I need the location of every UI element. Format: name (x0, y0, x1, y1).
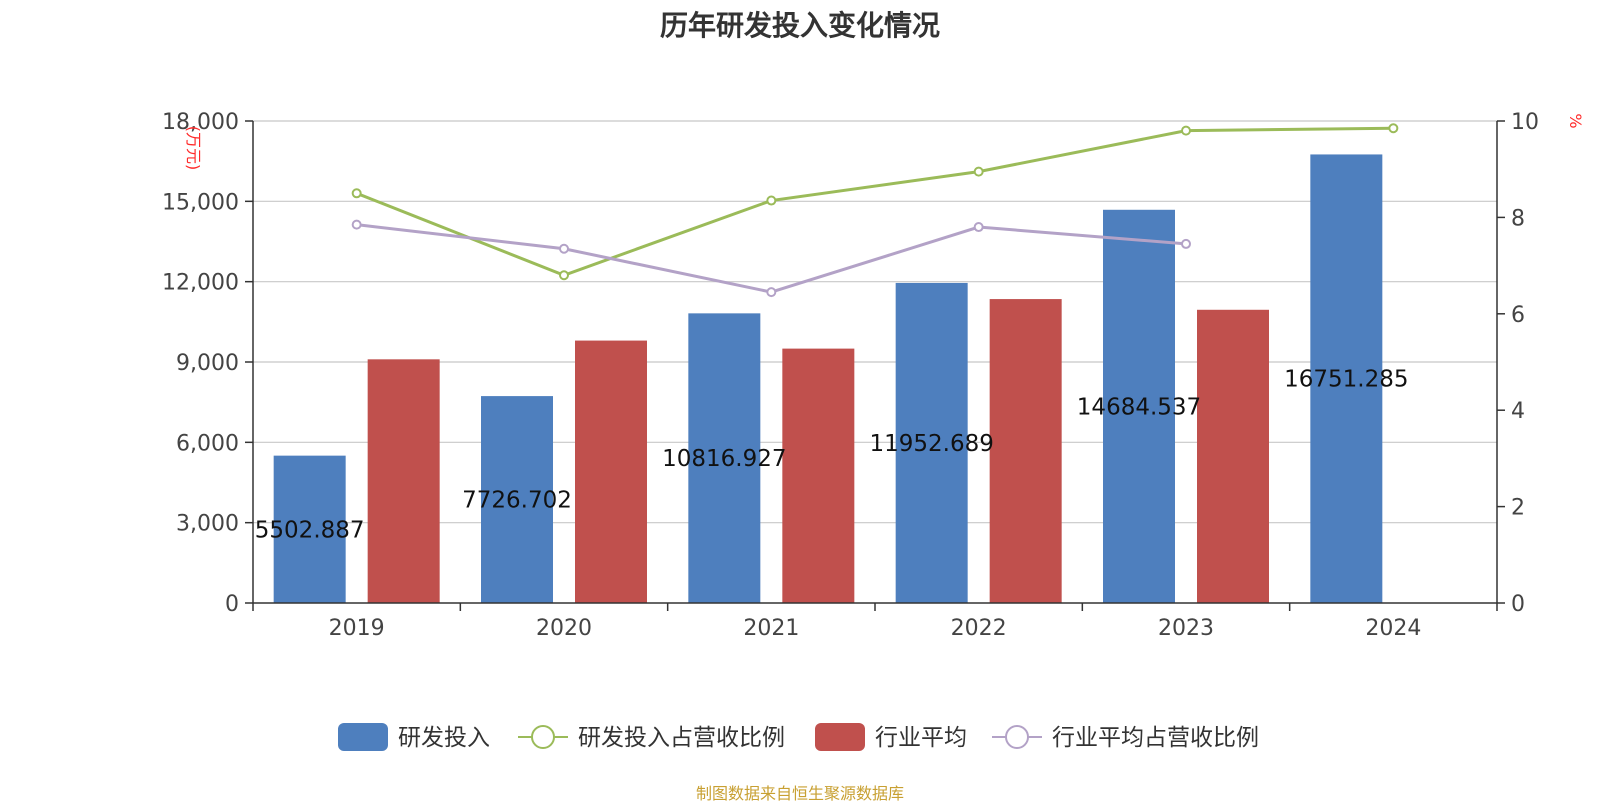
y-right-tick-label: 0 (1511, 592, 1525, 617)
bar-value-label: 14684.537 (1077, 394, 1201, 420)
industry-ratio-point (1181, 238, 1191, 249)
line-layer (351, 123, 1399, 298)
bar-value-label: 7726.702 (462, 488, 572, 514)
bar-value-label: 16751.285 (1284, 367, 1408, 393)
bar-rd-investment (1103, 209, 1175, 603)
legend-label: 研发投入占营收比例 (578, 725, 785, 751)
bar-industry-average (989, 299, 1062, 603)
bar-rd-investment (1310, 154, 1383, 603)
bar-industry-average (1197, 309, 1269, 603)
industry-ratio-point (351, 219, 362, 230)
rd-ratio-point (351, 188, 362, 199)
x-tick-label: 2020 (536, 616, 592, 641)
rd-ratio-point (973, 166, 984, 177)
rd-ratio-line (356, 126, 1394, 277)
x-tick-label: 2019 (329, 616, 385, 641)
y-left-tick-label: 15,000 (162, 190, 239, 215)
y-left-tick-label: 12,000 (162, 271, 239, 296)
x-tick-label: 2023 (1158, 616, 1214, 641)
y-right-tick-label: 10 (1511, 110, 1539, 135)
y-left-unit-label: (万元) (184, 126, 203, 171)
bar-industry-average (575, 340, 647, 603)
x-tick-label: 2021 (743, 616, 799, 641)
bar-value-label: 5502.887 (255, 517, 365, 543)
bar-rd-investment (481, 396, 553, 603)
bar-rd-investment (688, 313, 761, 603)
chart-title: 历年研发投入变化情况 (659, 9, 940, 42)
axes: 0 3,000 6,000 9,000 12,000 15,000 18,000 0 2 4 6 8 1… (162, 110, 1539, 641)
legend-swatch (338, 723, 388, 751)
legend-marker-swatch (531, 725, 555, 749)
legend-swatch (815, 723, 865, 751)
y-left-tick-label: 3,000 (176, 512, 239, 537)
x-tick-label: 2022 (951, 616, 1007, 641)
industry-ratio-point (973, 222, 984, 233)
legend-label: 行业平均占营收比例 (1052, 725, 1259, 751)
bar-industry-average (367, 359, 440, 603)
bar-value-label: 10816.927 (662, 446, 786, 472)
y-right-tick-label: 8 (1511, 206, 1525, 231)
y-right-tick-label: 4 (1511, 399, 1525, 424)
bar-rd-investment (895, 282, 968, 603)
y-left-tick-label: 0 (225, 592, 239, 617)
legend-marker-swatch (1005, 725, 1029, 749)
bar-rd-investment (273, 455, 346, 603)
legend-label: 研发投入 (398, 725, 490, 751)
bar-value-label: 11952.689 (869, 431, 993, 457)
bar-industry-average (782, 348, 855, 603)
industry-ratio-point (766, 287, 777, 298)
rd-ratio-point (1388, 123, 1399, 134)
y-left-tick-label: 18,000 (162, 110, 239, 135)
y-left-tick-label: 9,000 (176, 351, 239, 376)
industry-ratio-point (559, 243, 569, 254)
y-right-tick-label: 2 (1511, 496, 1525, 521)
legend: 研发投入 研发投入占营收比例 行业平均 行业平均占营收比例 (338, 723, 1259, 751)
rd-ratio-point (1181, 125, 1191, 136)
bar-layer (273, 154, 1383, 603)
x-tick-label: 2024 (1365, 616, 1421, 641)
legend-label: 行业平均 (875, 725, 967, 751)
rd-ratio-point (559, 270, 569, 281)
rd-ratio-point (766, 195, 777, 206)
y-right-unit-label: % (1566, 113, 1585, 128)
grid-lines (253, 120, 1497, 524)
source-note: 制图数据来自恒生聚源数据库 (695, 784, 904, 803)
y-right-tick-label: 6 (1511, 303, 1525, 328)
data-labels: 5502.887 7726.702 10816.927 11952.689 14684.… (255, 367, 1409, 544)
y-left-tick-label: 6,000 (176, 431, 239, 456)
